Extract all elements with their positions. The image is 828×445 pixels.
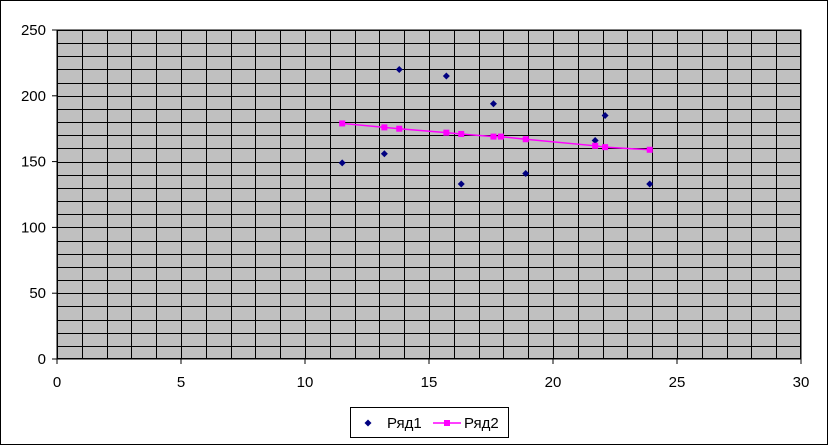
x-tick-label: 15 [421, 374, 438, 391]
x-tick-label: 20 [545, 374, 562, 391]
y-tick-label: 0 [38, 351, 46, 368]
data-point-series-2 [396, 125, 403, 132]
data-point-series-2 [592, 142, 599, 149]
y-tick-label: 250 [21, 22, 46, 39]
y-tick-label: 50 [29, 285, 46, 302]
x-tick-label: 0 [53, 374, 61, 391]
data-point-series-2 [497, 133, 504, 140]
data-point-series-1 [522, 169, 530, 177]
legend-label-series-1: Ряд1 [387, 415, 422, 432]
x-tick-label: 5 [177, 374, 185, 391]
data-point-series-2 [646, 146, 653, 153]
legend-marker-series-1 [364, 419, 372, 427]
data-point-series-2 [339, 120, 346, 127]
data-point-series-1 [380, 150, 388, 158]
data-point-series-2 [490, 133, 497, 140]
data-point-series-2 [522, 136, 529, 143]
data-point-series-1 [395, 65, 403, 73]
legend-label-series-2: Ряд2 [464, 415, 499, 432]
x-tick-label: 10 [297, 374, 314, 391]
legend-box [350, 407, 509, 438]
y-tick-label: 200 [21, 88, 46, 105]
data-point-series-2 [458, 130, 465, 137]
data-point-series-2 [443, 129, 450, 136]
y-tick-label: 100 [21, 219, 46, 236]
data-point-series-1 [457, 180, 465, 188]
data-point-series-2 [602, 144, 609, 151]
x-tick-label: 30 [793, 374, 810, 391]
x-tick-label: 25 [669, 374, 686, 391]
plot-border [57, 30, 801, 359]
legend-marker-series-2 [444, 420, 450, 426]
data-point-series-1 [442, 72, 450, 80]
y-tick-label: 150 [21, 154, 46, 171]
data-point-series-1 [646, 180, 654, 188]
data-point-series-1 [591, 137, 599, 145]
data-point-series-1 [489, 100, 497, 108]
data-point-series-1 [338, 159, 346, 167]
data-point-series-2 [381, 124, 388, 131]
data-point-series-1 [601, 112, 609, 120]
